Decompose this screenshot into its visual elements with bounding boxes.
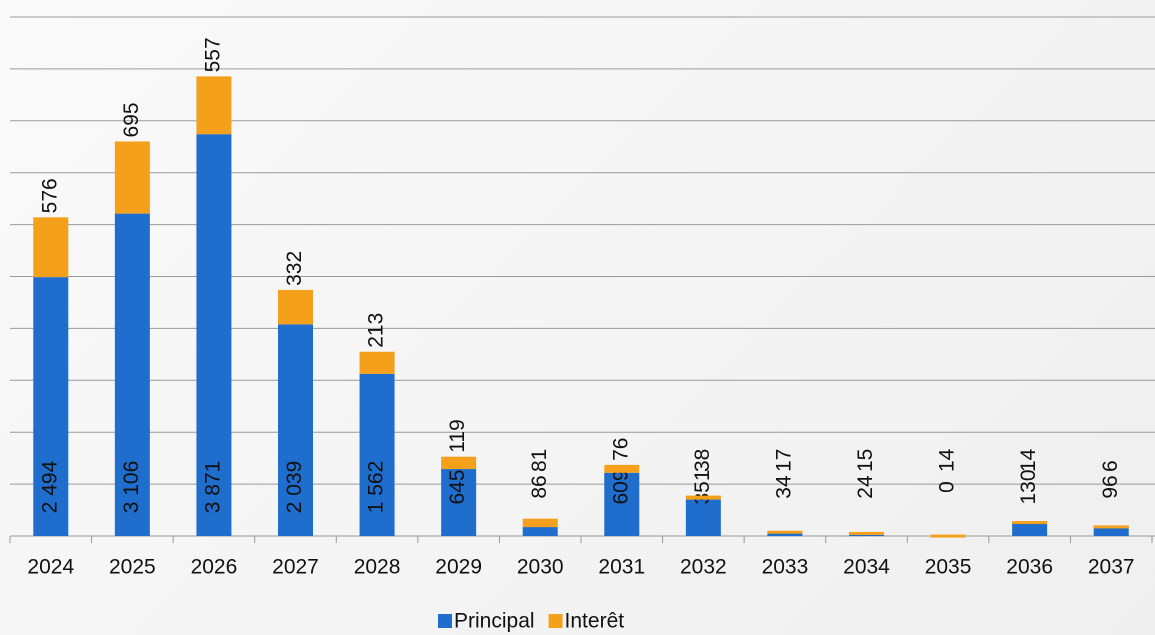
legend-label: Interêt [565,610,625,633]
legend-swatch [438,614,452,628]
bar-segment [441,457,476,469]
x-tick-label: 2025 [109,556,156,579]
bar-segment [523,527,558,536]
value-label: 3 871 [201,461,224,514]
bar-segment [767,531,802,534]
value-label: 6 [1099,460,1122,472]
value-label: 2 039 [283,461,306,514]
bar-segment [849,532,884,535]
bar-segment [604,465,639,473]
x-tick-label: 2034 [843,556,890,579]
bar-segment [1012,523,1047,536]
value-label: 96 [1099,475,1122,498]
x-tick-label: 2032 [680,556,727,579]
bar-segment [1012,521,1047,524]
value-label: 3 106 [120,461,143,514]
bar-segment [931,535,966,538]
value-label: 130 [1017,469,1040,504]
value-label: 34 [772,475,795,499]
x-tick-label: 2027 [272,556,319,579]
value-label: 14 [936,448,959,472]
value-label: 24 [854,475,877,499]
x-tick-label: 2031 [598,556,645,579]
value-label: 1 562 [365,461,388,514]
value-label: 15 [854,449,877,472]
value-label: 557 [201,37,224,72]
value-label: 695 [120,102,143,137]
value-label: 119 [446,419,469,452]
x-tick-label: 2029 [435,556,482,579]
value-label: 576 [38,178,61,213]
x-tick-label: 2030 [517,556,564,579]
bar-segment [1094,525,1129,528]
x-tick-label: 2035 [925,556,972,579]
bar-segment [33,217,68,277]
value-label: 17 [772,449,795,472]
x-tick-label: 2028 [354,556,401,579]
value-label: 213 [365,313,388,348]
value-label: 645 [446,469,469,504]
bar-segment [278,290,313,324]
bar-segment [115,141,150,213]
bar-segment [523,519,558,527]
value-label: 609 [609,469,632,504]
x-tick-label: 2033 [762,556,809,579]
chart: 2024 2 494 576 2025 3 106 695 2026 3 871 557 2027… [0,0,1155,635]
bar-segment [686,496,721,500]
value-label: 76 [609,438,632,461]
legend-label: Principal [454,610,535,633]
value-label: 0 [936,481,959,493]
bar-segment [196,76,231,134]
bar-segment [360,352,395,374]
x-tick-label: 2036 [1006,556,1053,579]
x-tick-label: 2024 [27,556,74,579]
x-tick-label: 2037 [1088,556,1135,579]
value-label: 2 494 [38,460,61,513]
value-label: 86 [528,475,551,498]
value-label: 81 [528,449,551,472]
value-label: 14 [1017,448,1040,472]
value-label: 38 [691,449,714,472]
x-tick-label: 2026 [191,556,238,579]
legend-swatch [549,614,563,628]
value-label: 332 [283,251,306,286]
